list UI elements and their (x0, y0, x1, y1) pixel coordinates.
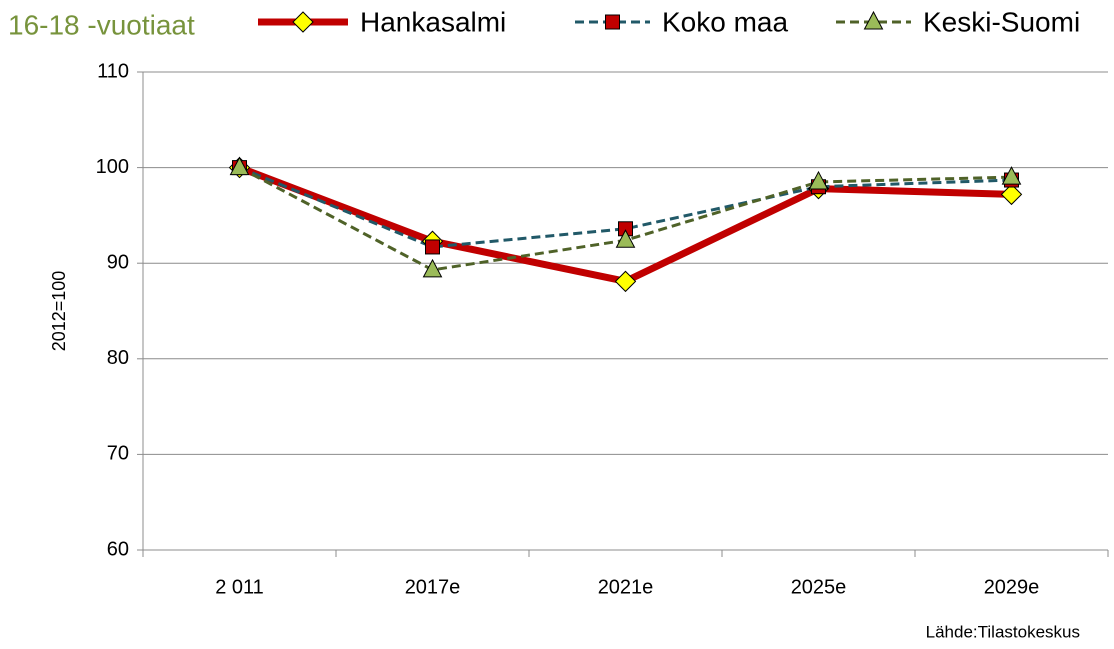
legend-marker (863, 10, 884, 30)
y-tick-label: 90 (107, 251, 129, 273)
legend-marker (292, 11, 314, 33)
y-tick-label: 110 (97, 60, 129, 82)
x-tick-label: 2017e (405, 576, 461, 598)
series-line (238, 166, 1012, 249)
y-tick-label: 100 (96, 156, 129, 178)
data-point (615, 229, 636, 248)
data-point (422, 258, 443, 278)
y-tick-label: 70 (107, 443, 129, 465)
legend-marker (605, 14, 620, 30)
chart-title: 16-18 -vuotiaat (8, 9, 195, 40)
y-axis-label: 2012=100 (49, 271, 69, 352)
legend-label: Keski-Suomi (923, 6, 1080, 37)
x-tick-label: 2 011 (215, 576, 264, 598)
x-tick-label: 2029e (984, 576, 1040, 598)
source-note: Lähde:Tilastokeskus (926, 622, 1080, 641)
legend-label: Koko maa (662, 6, 788, 37)
data-point (229, 156, 250, 176)
legend-label: Hankasalmi (360, 6, 506, 37)
data-point (425, 239, 440, 255)
data-point (614, 270, 637, 293)
x-tick-label: 2021e (598, 576, 654, 598)
data-point (1001, 166, 1022, 185)
x-tick-label: 2025e (791, 576, 847, 598)
data-point (1000, 183, 1023, 206)
y-tick-label: 60 (107, 538, 129, 560)
y-tick-label: 80 (107, 347, 129, 369)
data-point (808, 170, 829, 190)
